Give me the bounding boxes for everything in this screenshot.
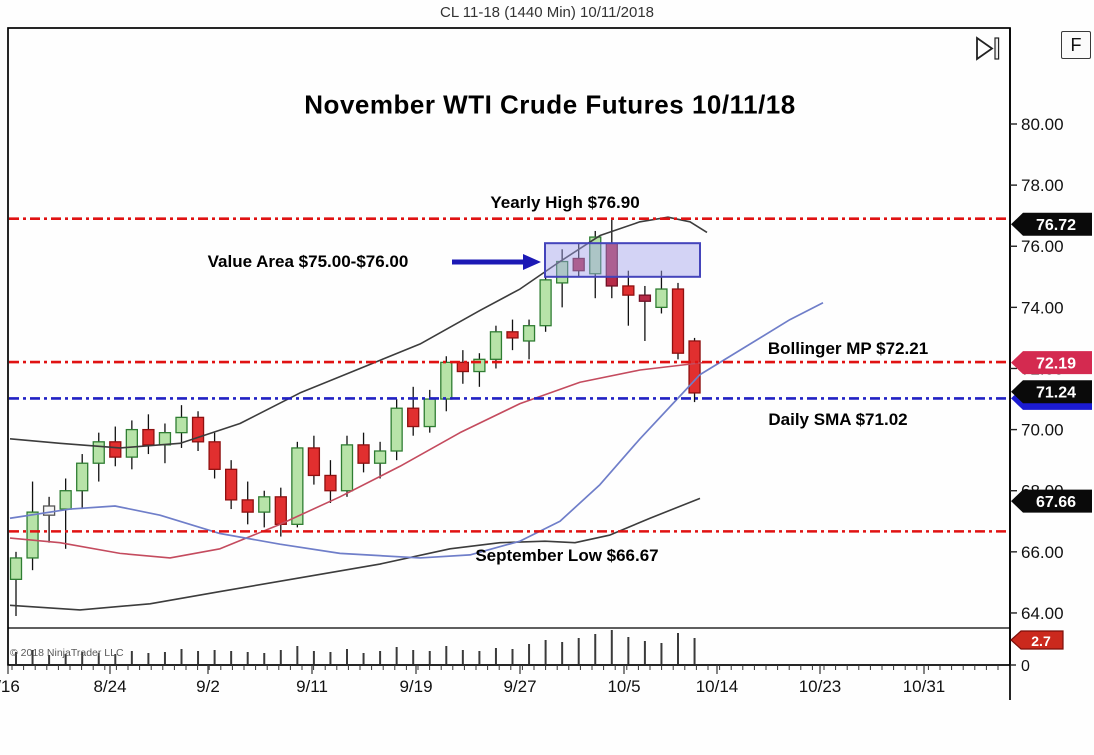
sma-blue-line [9, 302, 824, 559]
candle-body [539, 279, 552, 327]
candle-body [390, 407, 403, 452]
annotation-september-low[interactable]: September Low $66.67 [475, 546, 659, 565]
candle-body [109, 441, 122, 458]
candle-body [506, 331, 519, 339]
x-tick-label: 9/19 [399, 677, 432, 696]
candle-body [291, 447, 304, 525]
candle-body [522, 325, 536, 342]
candle-body [158, 432, 172, 446]
candle-body [175, 416, 188, 434]
candle-body [142, 428, 155, 446]
bollinger-mid-line [9, 361, 706, 559]
volume-pane [15, 630, 696, 664]
annotation-daily-sma[interactable]: Daily SMA $71.02 [768, 410, 908, 429]
candle-body [26, 511, 39, 559]
candle-body [556, 260, 569, 284]
price-tag-76.72 [1011, 212, 1092, 236]
y-tick-label: 64.00 [1021, 604, 1064, 623]
candle-body [473, 358, 486, 373]
chart-title: November WTI Crude Futures 10/11/18 [304, 89, 796, 120]
price-tags: 76.72 72.19 71.24 67.66 2.7 [1010, 212, 1092, 650]
x-tick-label: 8/24 [93, 677, 126, 696]
candle-body [423, 398, 436, 428]
candle-body [76, 462, 89, 492]
copyright-text: © 2018 NinjaTrader LLC [10, 647, 124, 659]
candle-body [456, 361, 470, 373]
x-tick-label: /16 [0, 677, 20, 696]
candle-body [59, 490, 72, 510]
candle-body [92, 441, 105, 464]
candle-body [208, 441, 221, 470]
candle-body [125, 428, 138, 458]
bollinger-lower-line [9, 497, 701, 611]
candle-body [307, 447, 321, 477]
candle-body [440, 361, 453, 400]
y-tick-label: 76.00 [1021, 237, 1064, 256]
price-tag-76.72-label: 76.72 [1036, 217, 1076, 234]
candle-body [42, 505, 56, 516]
x-tick-label: 9/11 [296, 677, 328, 696]
horizontal-lines[interactable] [9, 217, 1009, 533]
price-tag-71.24-label: 71.24 [1036, 385, 1076, 402]
annotation-yearly-high[interactable]: Yearly High $76.90 [490, 193, 640, 212]
candle-body [671, 288, 685, 354]
candle-body [622, 285, 635, 296]
annotation-bollinger-mp[interactable]: Bollinger MP $72.21 [767, 339, 929, 358]
x-tick-label: 10/14 [696, 677, 739, 696]
candle-body [373, 450, 387, 464]
x-axis: /16 8/24 9/2 9/11 9/19 9/27 10/5 10/14 10/23 10/3… [0, 665, 999, 696]
candle-body [258, 496, 271, 513]
candle-body [241, 499, 254, 513]
candle-body [655, 288, 668, 309]
candle-body [324, 474, 337, 492]
price-tag-67.66 [1011, 489, 1092, 513]
price-tag-67.66-label: 67.66 [1036, 494, 1076, 511]
candle-body [688, 340, 701, 394]
y-zero-label: 0 [1021, 658, 1030, 675]
value-area-arrowhead [523, 254, 541, 270]
candle-body [340, 444, 354, 492]
candle-body [572, 257, 585, 272]
window-title: CL 11-18 (1440 Min) 10/11/2018 [439, 4, 655, 21]
value-area-box[interactable] [544, 242, 701, 278]
candle-body [638, 294, 652, 302]
candle-body [191, 416, 205, 443]
f-button[interactable]: F [1061, 31, 1091, 59]
annotation-value-area[interactable]: Value Area $75.00-$76.00 [207, 252, 409, 271]
fast-forward-icon[interactable] [975, 36, 1005, 67]
price-tag-71.24 [1011, 380, 1092, 404]
y-tick-label: 80.00 [1021, 115, 1064, 134]
y-tick-label: 66.00 [1021, 543, 1064, 562]
x-tick-label: 10/5 [607, 677, 640, 696]
candle-body [407, 407, 420, 428]
y-tick-label: 74.00 [1021, 298, 1064, 317]
volume-tag [1010, 630, 1064, 650]
price-tag-72.19 [1011, 351, 1092, 375]
y-tick-label: 70.00 [1021, 421, 1064, 440]
volume-tag-label: 2.7 [1031, 633, 1051, 649]
candle-body [489, 331, 503, 360]
x-tick-label: 9/2 [196, 677, 220, 696]
x-tick-label: 9/27 [503, 677, 536, 696]
candle-body [589, 236, 602, 275]
y-tick-label: 78.00 [1021, 176, 1064, 195]
candle-body [274, 496, 287, 525]
price-tag-72.19-label: 72.19 [1036, 356, 1076, 373]
candle-body [357, 444, 370, 464]
x-tick-label: 10/31 [903, 677, 946, 696]
x-tick-label: 10/23 [799, 677, 842, 696]
candle-body [224, 468, 238, 501]
candle-body [9, 557, 23, 580]
